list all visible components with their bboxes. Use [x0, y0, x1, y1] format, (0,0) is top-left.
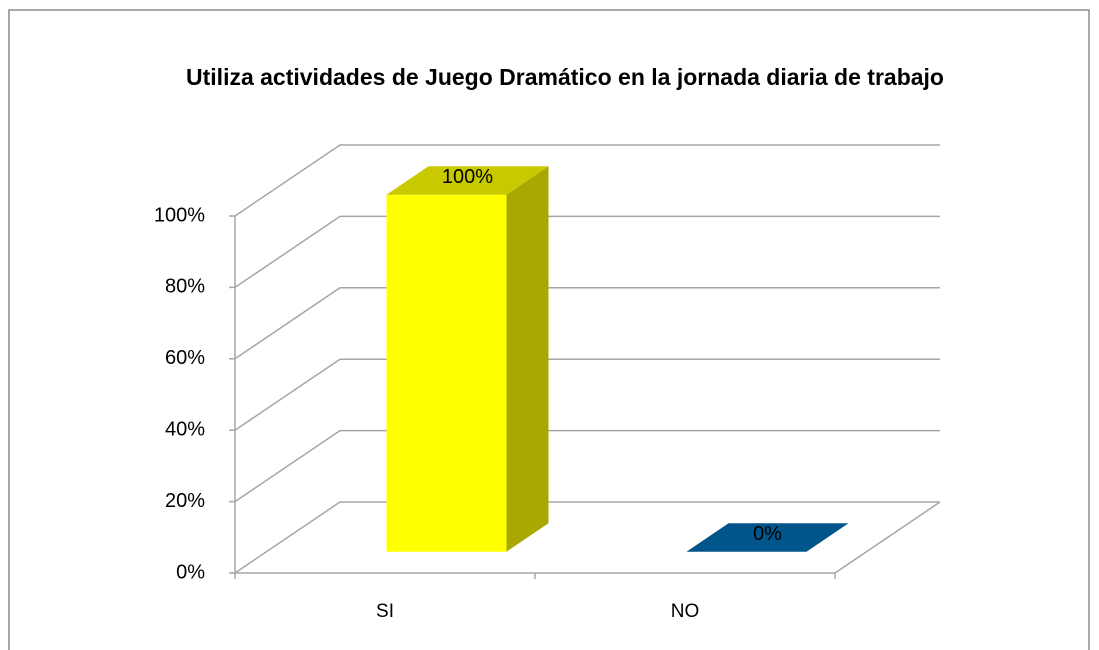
y-tick-label: 0% — [176, 561, 205, 583]
value-label: 0% — [753, 523, 782, 545]
grid-line — [234, 144, 940, 217]
chart-frame — [8, 9, 1090, 650]
x-tick-label: SI — [376, 601, 394, 622]
chart-title: Utiliza actividades de Juego Dramático e… — [186, 64, 944, 90]
grid-line — [234, 215, 940, 289]
y-tick-label: 60% — [165, 347, 205, 369]
y-tick-label: 40% — [165, 418, 205, 440]
bar-side — [506, 166, 549, 552]
grid-line — [234, 501, 940, 574]
value-label: 100% — [442, 166, 493, 188]
bar-top — [686, 523, 849, 552]
grid-line — [234, 429, 940, 503]
y-tick-label: 80% — [165, 276, 205, 298]
grid-line — [234, 287, 940, 360]
y-tick-label: 100% — [154, 204, 205, 226]
y-tick-label: 20% — [165, 490, 205, 512]
x-tick-label: NO — [671, 601, 700, 622]
bar-front — [386, 194, 507, 552]
bar-top — [386, 166, 549, 195]
grid-line — [234, 358, 940, 431]
